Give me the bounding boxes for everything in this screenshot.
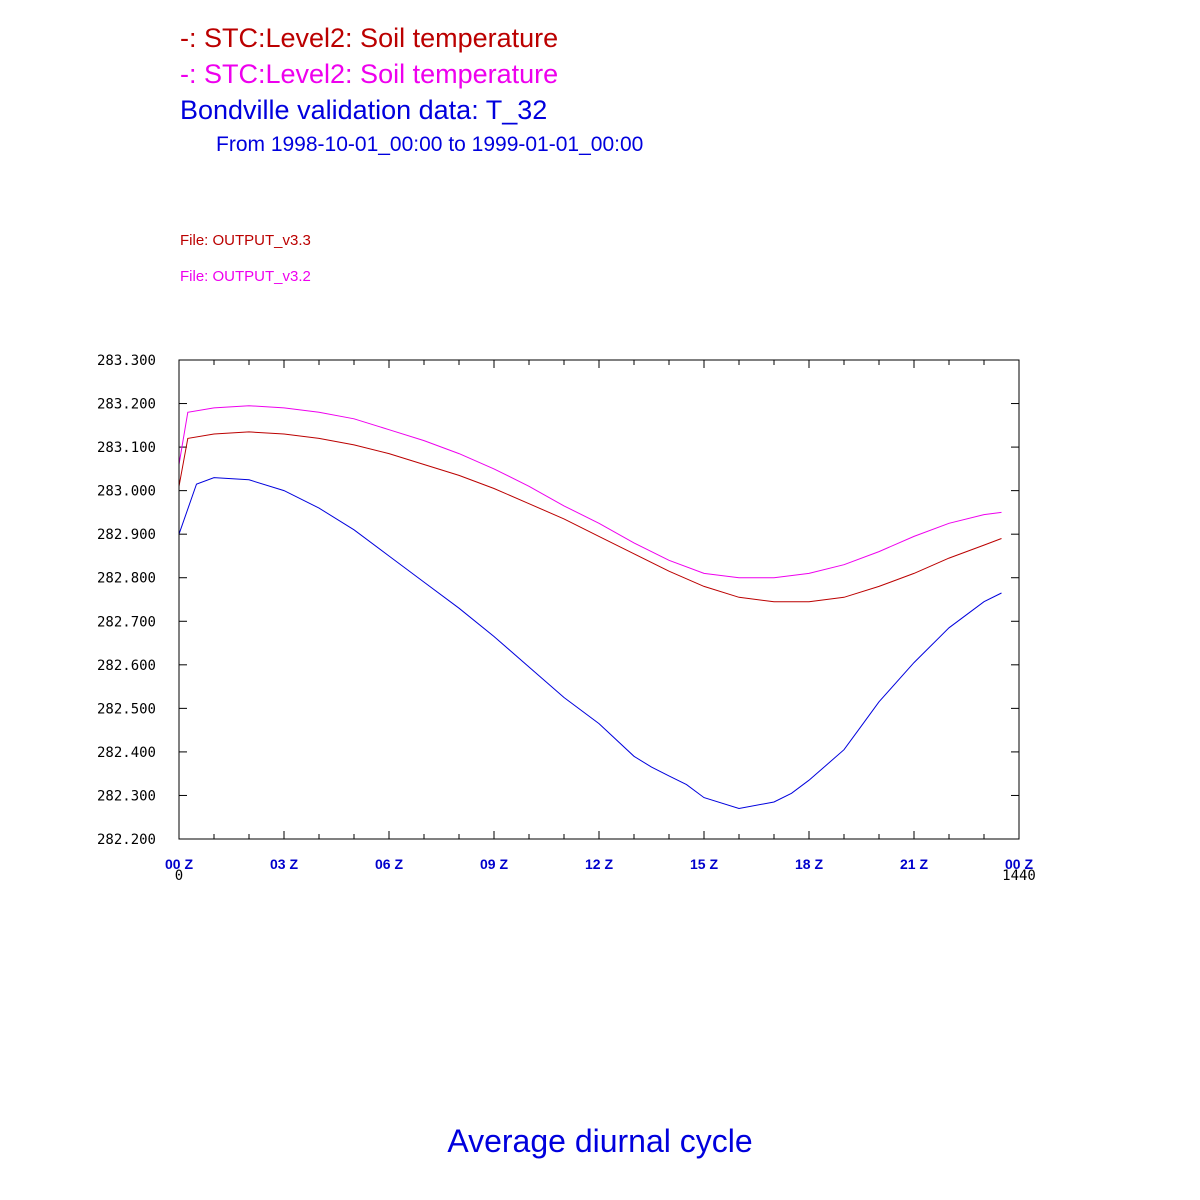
y-tick-label: 282.300 [97,788,156,804]
series-layer [178,405,1002,810]
y-tick-label: 282.400 [97,745,156,761]
x-tick-label: 18 Z [795,856,823,872]
x-range-start-label: 0 [175,868,183,884]
y-tick-label: 282.200 [97,832,156,848]
y-tick-label: 283.000 [97,484,156,500]
file-label-v33: File: OUTPUT_v3.3 [180,232,311,249]
x-tick-label: 09 Z [480,856,508,872]
title-line-3: Bondville validation data: T_32 [180,95,548,125]
y-tick-label: 282.900 [97,527,156,543]
x-tick-label: 15 Z [690,856,718,872]
file-label-v32: File: OUTPUT_v3.2 [180,268,311,285]
series-line-3 [178,477,1002,810]
y-tick-label: 282.600 [97,658,156,674]
x-tick-label: 21 Z [900,856,928,872]
x-tick-label: 00 Z [165,856,193,872]
y-tick-label: 283.100 [97,440,156,456]
y-tick-label: 282.500 [97,701,156,717]
title-line-2: -: STC:Level2: Soil temperature [180,59,559,89]
y-tick-label: 283.200 [97,397,156,413]
tick-layer [178,359,1020,840]
x-tick-label: 06 Z [375,856,403,872]
y-tick-label: 283.300 [97,353,156,369]
series-line-2 [178,405,1002,579]
x-tick-label: 03 Z [270,856,298,872]
y-tick-label: 282.700 [97,614,156,630]
x-tick-label: 00 Z [1005,856,1033,872]
title-line-1: -: STC:Level2: Soil temperature [180,23,559,53]
x-range-end-label: 1440 [1002,868,1036,884]
plot-frame [178,359,1020,840]
axis-labels: 283.300 283.200 283.100 283.000 282.900 282.8… [97,353,1036,884]
date-range: From 1998-10-01_00:00 to 1999-01-01_00:0… [216,133,644,156]
x-tick-label: 12 Z [585,856,613,872]
series-line-1 [178,431,1002,603]
footer-caption: Average diurnal cycle [447,1123,753,1159]
y-tick-label: 282.800 [97,571,156,587]
